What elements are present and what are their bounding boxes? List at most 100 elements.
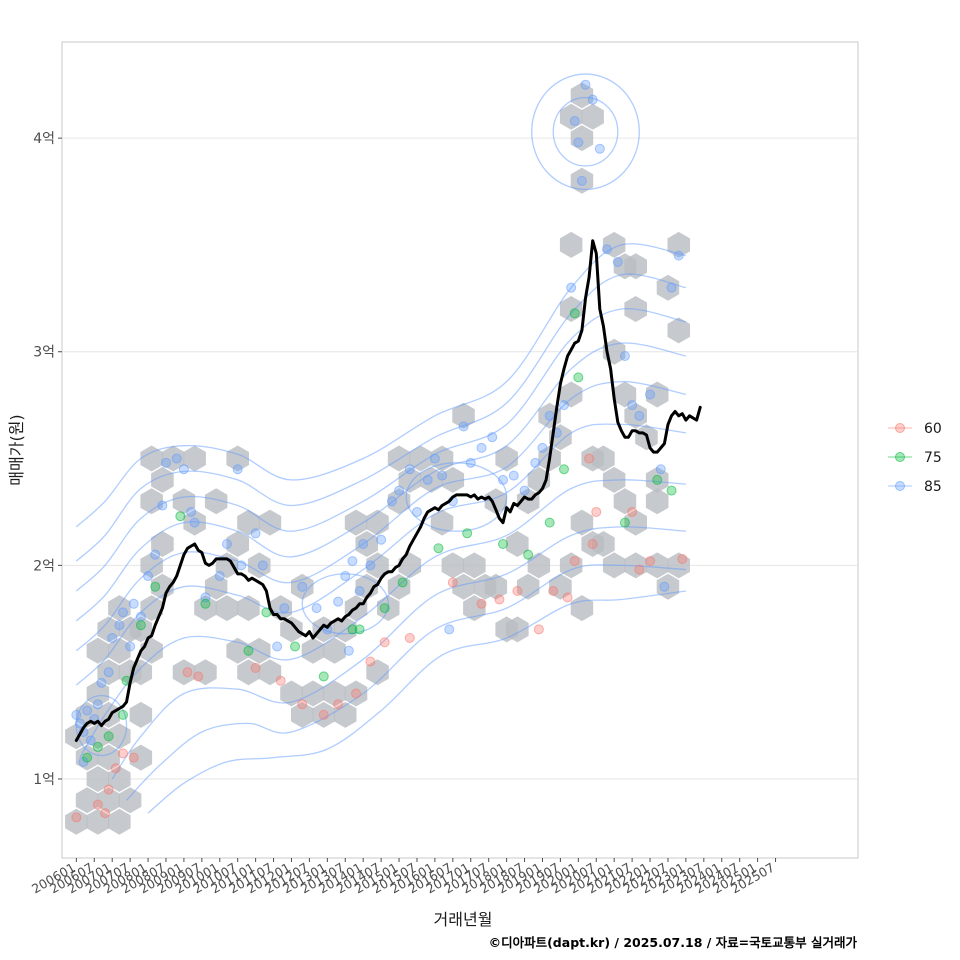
- scatter-point-75-94: [318, 671, 329, 682]
- scatter-point-60-121: [297, 699, 308, 710]
- density-contour-ring-2: [75, 695, 128, 757]
- legend-item-60: 60: [888, 421, 942, 437]
- y-tick-label-0: 1억: [33, 772, 55, 788]
- scatter-point-75-97: [397, 577, 408, 588]
- scatter-point-85-66: [580, 79, 591, 90]
- hexbin-52: [237, 659, 260, 686]
- hexbin-77: [409, 445, 432, 472]
- hexbin-55: [291, 573, 314, 600]
- hexbin-9: [86, 723, 110, 750]
- y-tick-label-2: 3억: [33, 345, 55, 361]
- hexbin-7: [75, 744, 99, 771]
- scatter-point-60-110: [71, 812, 82, 823]
- scatter-point-75-107: [652, 474, 663, 485]
- scatter-point-75-98: [433, 543, 444, 554]
- scatter-point-85-72: [627, 400, 638, 411]
- scatter-point-85-27: [232, 464, 243, 475]
- scatter-point-60-112: [103, 784, 114, 795]
- scatter-point-85-32: [297, 581, 308, 592]
- scatter-point-85-42: [386, 496, 397, 507]
- x-axis: 2006012006072007012007072008012008072009…: [29, 858, 777, 896]
- y-axis-title: 매매가(원): [7, 414, 26, 485]
- scatter-point-85-39: [358, 538, 369, 549]
- scatter-point-85-47: [429, 453, 440, 464]
- legend-key-dot-85: [895, 481, 905, 491]
- legend-key-dot-75: [895, 452, 905, 462]
- scatter-point-85-0: [71, 709, 82, 720]
- source-caption: ©디아파트(dapt.kr) / 2025.07.18 / 자료=국토교통부 실…: [489, 935, 858, 950]
- hexbin-144: [215, 595, 239, 622]
- hexbin-133: [645, 488, 669, 515]
- scatter-point-60-126: [379, 637, 390, 648]
- hexbin-33: [151, 466, 174, 493]
- plot-panel-border: [61, 41, 859, 859]
- scatter-point-60-125: [365, 656, 376, 667]
- density-contour-ring-4: [405, 462, 508, 532]
- hexbin-49: [247, 552, 271, 579]
- scatter-point-60-129: [476, 598, 487, 609]
- scatter-point-85-50: [458, 421, 469, 432]
- scatter-point-60-141: [645, 556, 656, 567]
- scatter-point-60-134: [562, 592, 573, 603]
- scatter-point-85-55: [508, 470, 519, 481]
- scatter-point-85-56: [519, 485, 530, 496]
- scatter-point-85-29: [250, 528, 261, 539]
- scatter-point-85-28: [236, 560, 247, 571]
- scatter-point-85-45: [411, 506, 422, 517]
- hexbin-134: [592, 445, 615, 472]
- hexbin-143: [204, 488, 228, 515]
- scatter-point-75-91: [243, 645, 254, 656]
- hexbin-10: [108, 723, 131, 750]
- hexbin-23: [129, 744, 153, 771]
- scatter-point-75-96: [379, 603, 390, 614]
- legend-label-85: 85: [924, 479, 942, 495]
- scatter-point-85-80: [343, 645, 354, 656]
- scatter-point-60-138: [591, 506, 602, 517]
- scatter-point-85-76: [666, 282, 677, 293]
- hexbin-50: [258, 509, 282, 536]
- scatter-point-85-10: [107, 632, 118, 643]
- scatter-point-85-30: [257, 560, 268, 571]
- scatter-point-60-131: [512, 585, 523, 596]
- scatter-point-85-37: [347, 556, 358, 567]
- scatter-point-85-81: [272, 641, 283, 652]
- scatter-point-60-115: [128, 752, 139, 763]
- scatter-point-75-88: [150, 581, 161, 592]
- hexbin-102: [570, 509, 594, 536]
- scatter-point-85-4: [85, 735, 96, 746]
- scatter-point-60-128: [447, 577, 458, 588]
- hexbin-90: [516, 573, 540, 600]
- scatter-point-75-108: [666, 485, 677, 496]
- hexbin-22: [118, 787, 142, 814]
- scatter-point-85-62: [566, 282, 577, 293]
- hexbin-85: [463, 595, 486, 622]
- scatter-point-85-53: [487, 432, 498, 443]
- scatter-point-85-21: [178, 464, 189, 475]
- scatter-point-85-1: [74, 718, 85, 729]
- scatter-point-85-43: [394, 485, 405, 496]
- scatter-point-60-124: [351, 688, 362, 699]
- legend: 60 75 85: [888, 421, 942, 495]
- hexbin-109: [570, 125, 594, 152]
- hexbin-70: [344, 509, 368, 536]
- hexbin-99: [495, 445, 518, 472]
- scatter-point-85-59: [544, 410, 555, 421]
- scatter-point-75-102: [544, 517, 555, 528]
- scatter-point-85-12: [117, 607, 128, 618]
- hexbin-136: [570, 595, 594, 622]
- hexbin-35: [161, 445, 185, 472]
- density-contour-9: [147, 590, 686, 814]
- scatter-point-85-44: [404, 464, 415, 475]
- scatter-point-85-58: [537, 442, 548, 453]
- hexbin-21: [108, 808, 131, 835]
- hexbin-125: [645, 552, 669, 579]
- scatter-point-85-18: [157, 500, 168, 511]
- scatter-point-85-8: [96, 677, 107, 688]
- hexbin-67: [366, 552, 389, 579]
- scatter-point-layer: [71, 79, 688, 823]
- scatter-point-75-83: [92, 741, 103, 752]
- scatter-point-85-6: [92, 699, 103, 710]
- hexbin-44: [226, 531, 249, 557]
- scatter-point-75-93: [290, 641, 301, 652]
